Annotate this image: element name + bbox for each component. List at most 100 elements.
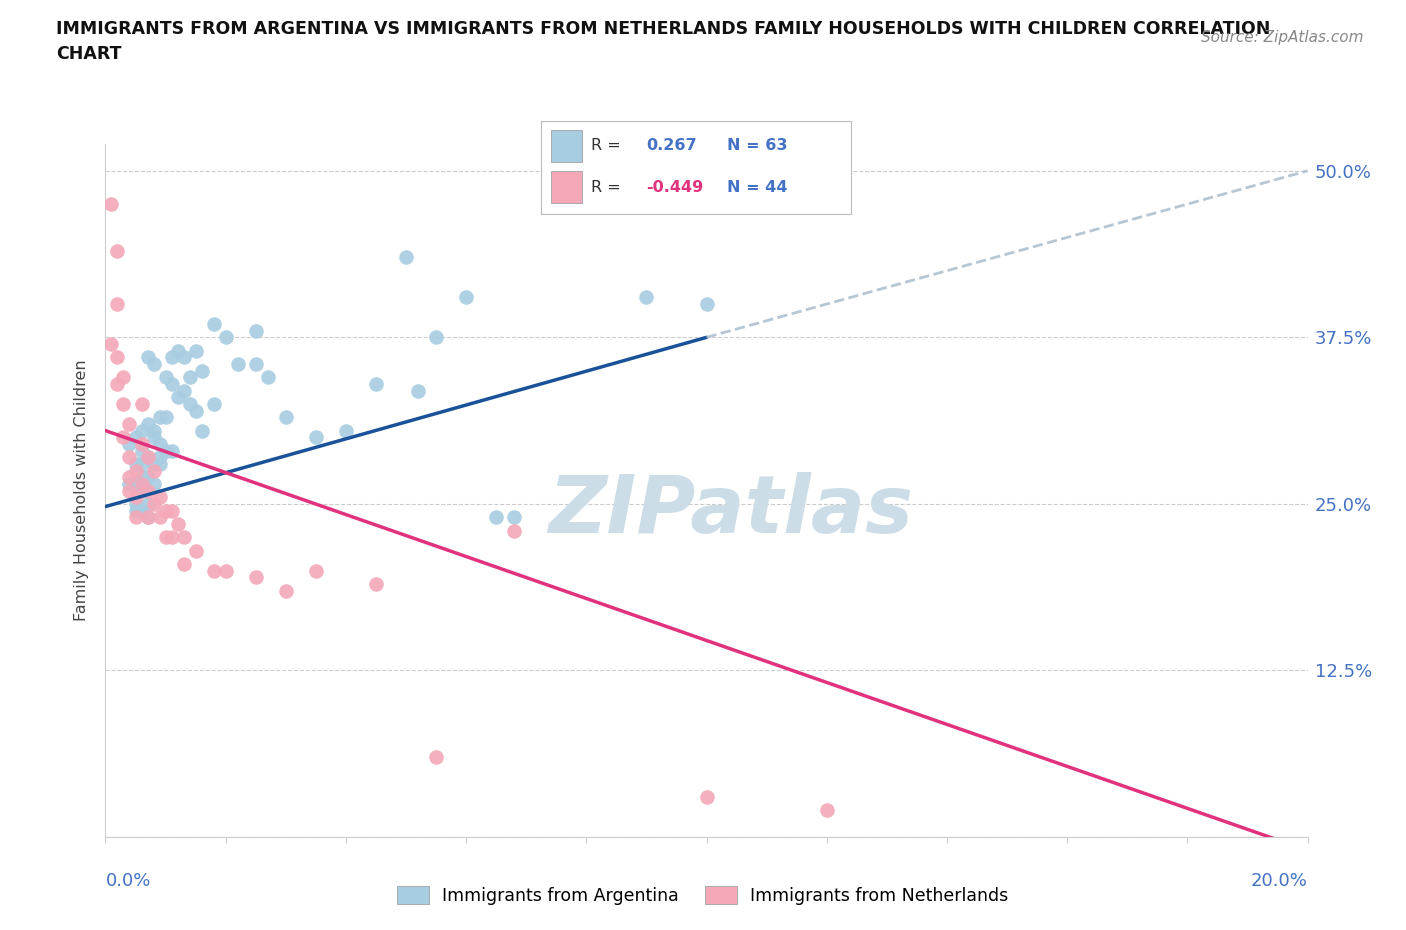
Point: [179, 396, 201, 411]
Text: R =: R =: [591, 179, 626, 195]
Point: [503, 523, 526, 538]
Point: [142, 423, 165, 438]
Point: [166, 343, 188, 358]
Point: [124, 503, 146, 518]
Point: [160, 503, 183, 518]
Point: [202, 396, 225, 411]
Text: ZIPatlas: ZIPatlas: [548, 472, 912, 551]
Point: [124, 463, 146, 478]
Point: [131, 470, 153, 485]
Point: [124, 457, 146, 472]
Point: [131, 457, 153, 472]
Point: [112, 370, 135, 385]
Point: [107, 350, 129, 365]
Point: [425, 330, 447, 345]
Point: [107, 377, 129, 392]
Point: [190, 423, 212, 438]
Point: [118, 436, 141, 451]
Point: [112, 396, 135, 411]
Point: [148, 450, 170, 465]
Text: IMMIGRANTS FROM ARGENTINA VS IMMIGRANTS FROM NETHERLANDS FAMILY HOUSEHOLDS WITH : IMMIGRANTS FROM ARGENTINA VS IMMIGRANTS …: [56, 20, 1271, 38]
Point: [636, 290, 658, 305]
Point: [425, 750, 447, 764]
Point: [406, 383, 429, 398]
Point: [136, 470, 159, 485]
Point: [142, 497, 165, 512]
Point: [118, 450, 141, 465]
Point: [485, 510, 508, 525]
Point: [136, 417, 159, 432]
Text: N = 44: N = 44: [727, 179, 787, 195]
Point: [184, 343, 207, 358]
Point: [100, 196, 122, 211]
Text: Source: ZipAtlas.com: Source: ZipAtlas.com: [1201, 30, 1364, 45]
Point: [136, 450, 159, 465]
Text: -0.449: -0.449: [647, 179, 704, 195]
Point: [124, 476, 146, 491]
Point: [173, 530, 195, 545]
Point: [136, 510, 159, 525]
Point: [696, 790, 718, 804]
Text: 0.0%: 0.0%: [105, 871, 150, 890]
Point: [155, 410, 177, 425]
Point: [124, 497, 146, 512]
Point: [131, 423, 153, 438]
Point: [454, 290, 477, 305]
Point: [364, 577, 387, 591]
Point: [136, 510, 159, 525]
Point: [148, 490, 170, 505]
Point: [118, 476, 141, 491]
Point: [173, 383, 195, 398]
FancyBboxPatch shape: [551, 171, 582, 203]
Point: [155, 530, 177, 545]
Point: [136, 350, 159, 365]
Point: [142, 356, 165, 371]
Text: 0.267: 0.267: [647, 138, 697, 153]
Point: [184, 404, 207, 418]
Point: [124, 510, 146, 525]
Point: [118, 417, 141, 432]
Point: [160, 530, 183, 545]
Point: [503, 510, 526, 525]
Point: [166, 516, 188, 531]
Y-axis label: Family Households with Children: Family Households with Children: [75, 360, 90, 621]
Point: [155, 503, 177, 518]
Legend: Immigrants from Argentina, Immigrants from Netherlands: Immigrants from Argentina, Immigrants fr…: [391, 880, 1015, 912]
Point: [190, 364, 212, 379]
Point: [148, 510, 170, 525]
Text: N = 63: N = 63: [727, 138, 787, 153]
Point: [305, 430, 328, 445]
Point: [136, 497, 159, 512]
Point: [124, 430, 146, 445]
Point: [160, 350, 183, 365]
Point: [245, 356, 267, 371]
Point: [112, 430, 135, 445]
Point: [696, 297, 718, 312]
Point: [131, 476, 153, 491]
Point: [274, 583, 297, 598]
Point: [245, 570, 267, 585]
Point: [155, 370, 177, 385]
Text: CHART: CHART: [56, 45, 122, 62]
Point: [173, 350, 195, 365]
Point: [142, 457, 165, 472]
Point: [179, 370, 201, 385]
Point: [245, 324, 267, 339]
Point: [142, 476, 165, 491]
Point: [142, 463, 165, 478]
FancyBboxPatch shape: [551, 130, 582, 162]
Point: [160, 377, 183, 392]
Point: [214, 330, 236, 345]
Point: [142, 430, 165, 445]
Point: [131, 396, 153, 411]
Point: [136, 484, 159, 498]
Point: [107, 297, 129, 312]
Point: [335, 423, 357, 438]
Point: [131, 484, 153, 498]
Point: [118, 484, 141, 498]
Point: [173, 556, 195, 571]
Point: [214, 563, 236, 578]
Point: [100, 337, 122, 352]
Point: [256, 370, 278, 385]
Point: [155, 444, 177, 458]
